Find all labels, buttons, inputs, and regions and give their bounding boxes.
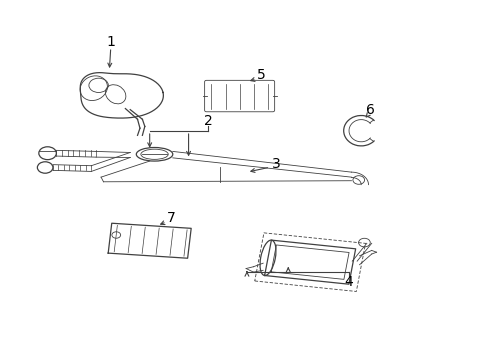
Text: 2: 2 <box>203 114 212 128</box>
Text: 4: 4 <box>344 275 353 289</box>
Text: 5: 5 <box>257 68 265 82</box>
Text: 1: 1 <box>106 36 115 49</box>
Text: 7: 7 <box>167 211 176 225</box>
Text: 3: 3 <box>271 157 280 171</box>
Text: 6: 6 <box>366 103 375 117</box>
